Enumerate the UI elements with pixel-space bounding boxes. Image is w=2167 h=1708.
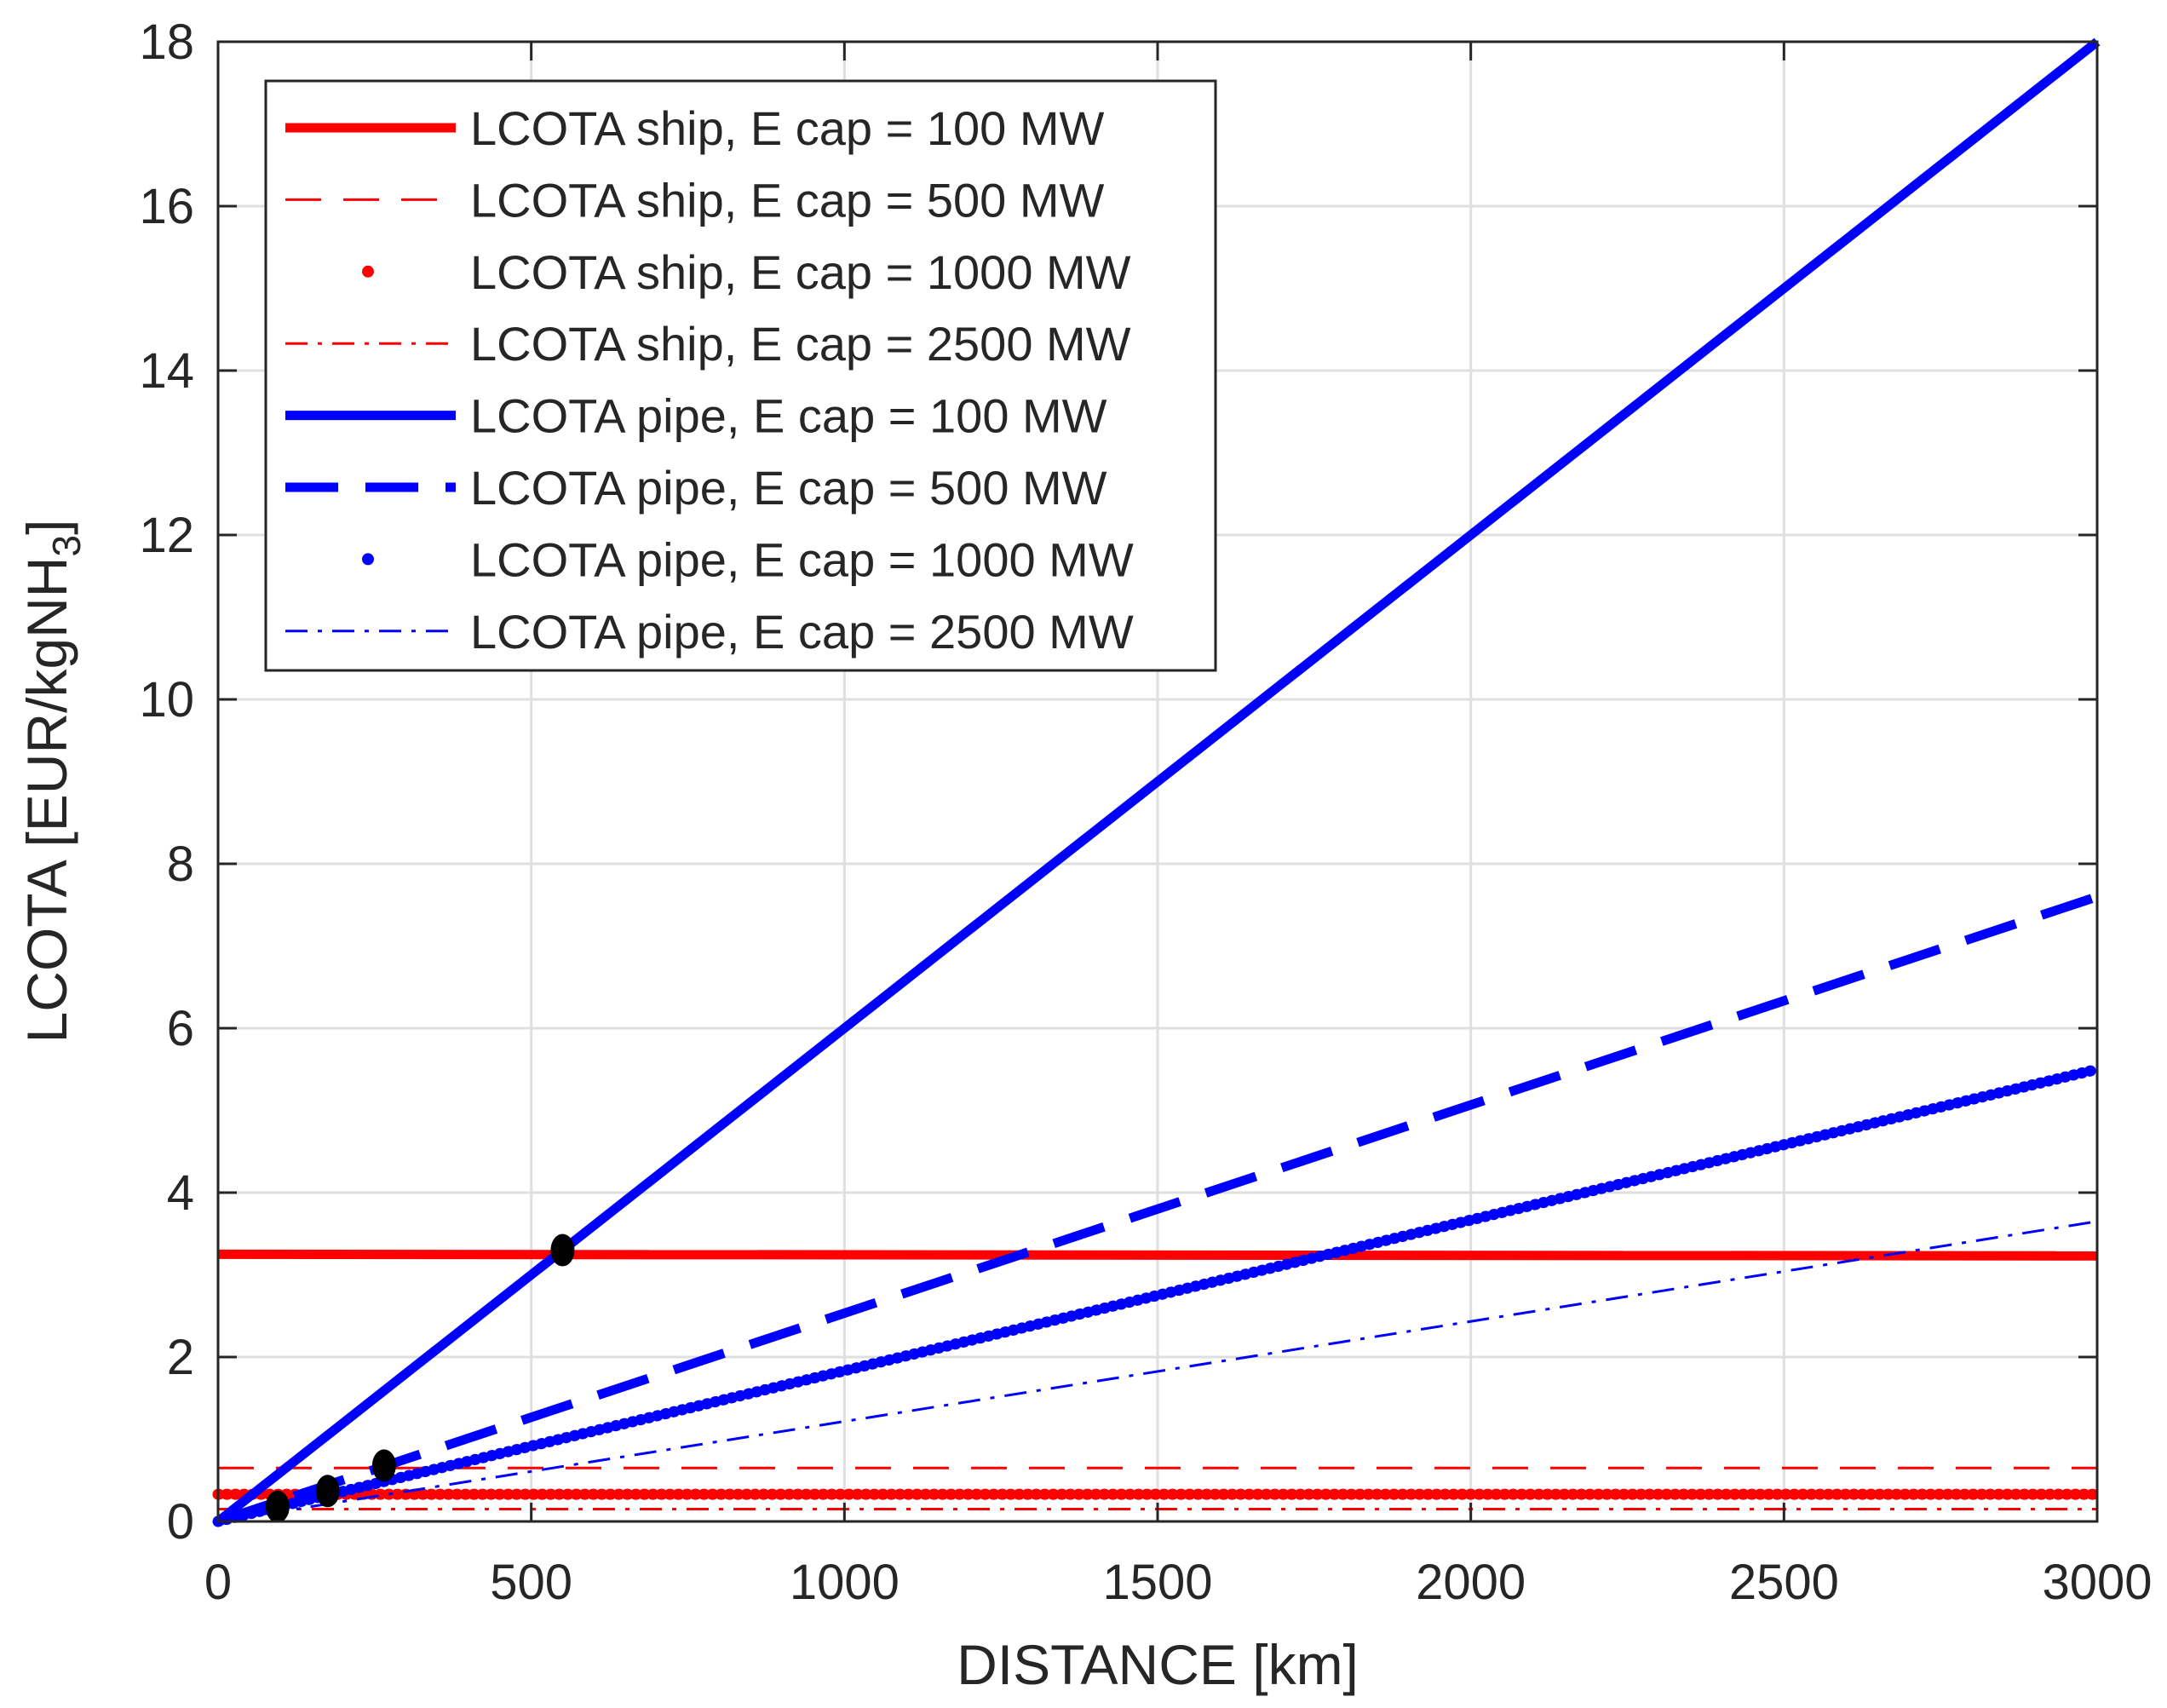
y-tick-label: 12 bbox=[139, 508, 194, 563]
series-line-5 bbox=[215, 37, 2101, 1526]
intersection-point bbox=[265, 1490, 290, 1523]
x-tick-label: 1500 bbox=[1102, 1555, 1212, 1610]
x-tick-label: 500 bbox=[490, 1555, 572, 1610]
legend-label-1: LCOTA ship, E cap = 100 MW bbox=[470, 101, 1105, 155]
x-tick-label: 1000 bbox=[790, 1555, 900, 1610]
x-axis-label: DISTANCE [km] bbox=[957, 1633, 1359, 1696]
y-tick-label: 2 bbox=[167, 1330, 194, 1385]
intersection-point bbox=[371, 1449, 396, 1482]
y-axis-label-close: ] bbox=[15, 520, 78, 535]
series-line-1 bbox=[217, 1249, 2098, 1261]
legend-label-3: LCOTA ship, E cap = 1000 MW bbox=[470, 245, 1131, 299]
y-tick-label: 0 bbox=[167, 1494, 194, 1550]
y-axis-label: LCOTA [EUR/kgNH3] bbox=[15, 520, 89, 1044]
y-tick-label: 14 bbox=[139, 343, 194, 399]
y-tick-label: 4 bbox=[167, 1165, 194, 1221]
intersection-point bbox=[550, 1234, 575, 1267]
y-axis-label-main: LCOTA [EUR/kgNH bbox=[15, 557, 78, 1044]
legend-marker-7 bbox=[362, 553, 374, 566]
legend-label-7: LCOTA pipe, E cap = 1000 MW bbox=[470, 532, 1134, 586]
x-axis-ticks: 0 500 1000 1500 2000 2500 3000 bbox=[204, 42, 2153, 1610]
y-tick-label: 16 bbox=[139, 179, 194, 234]
series-line-6 bbox=[216, 892, 2099, 1527]
x-tick-label: 0 bbox=[204, 1555, 232, 1610]
series-line-7 bbox=[212, 1063, 2103, 1527]
legend-box bbox=[264, 79, 1217, 672]
x-tick-label: 2500 bbox=[1729, 1555, 1839, 1610]
x-tick-label: 3000 bbox=[2042, 1555, 2152, 1610]
x-tick-label: 2000 bbox=[1416, 1555, 1526, 1610]
legend-label-5: LCOTA pipe, E cap = 100 MW bbox=[470, 389, 1107, 443]
y-axis-ticks: 0 2 4 6 8 10 12 14 16 18 bbox=[139, 14, 2097, 1550]
intersection-markers bbox=[265, 1234, 575, 1523]
legend-label-4: LCOTA ship, E cap = 2500 MW bbox=[470, 317, 1131, 371]
y-tick-label: 18 bbox=[139, 14, 194, 70]
series-line-8 bbox=[217, 1220, 2098, 1523]
legend: LCOTA ship, E cap = 100 MW LCOTA ship, E … bbox=[264, 79, 1217, 672]
y-tick-label: 10 bbox=[139, 672, 194, 727]
y-tick-label: 6 bbox=[167, 1001, 194, 1056]
legend-marker-3 bbox=[362, 265, 374, 278]
legend-label-8: LCOTA pipe, E cap = 2500 MW bbox=[470, 605, 1134, 658]
legend-label-2: LCOTA ship, E cap = 500 MW bbox=[470, 173, 1105, 227]
intersection-point bbox=[315, 1475, 340, 1508]
y-tick-label: 8 bbox=[167, 837, 194, 892]
y-axis-label-subscript: 3 bbox=[44, 535, 89, 557]
legend-label-6: LCOTA pipe, E cap = 500 MW bbox=[470, 461, 1107, 515]
